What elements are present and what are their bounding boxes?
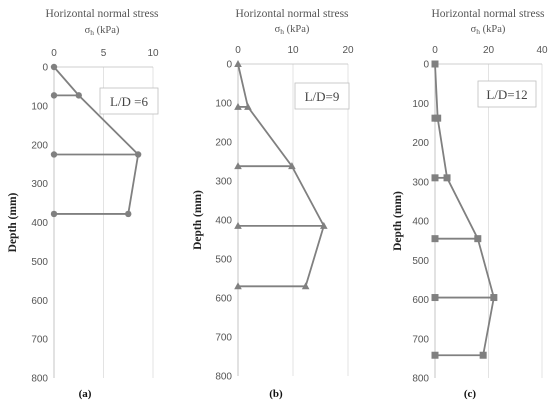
annotation-text: L/D=12	[486, 87, 527, 102]
data-point	[244, 102, 252, 110]
data-point	[125, 210, 132, 218]
panel-letter: (b)	[269, 388, 283, 400]
annotation-box	[477, 80, 537, 108]
unit-text: (kPa)	[94, 25, 120, 36]
y-tick-label: 700	[31, 335, 48, 346]
sigma-symbol: σ	[85, 25, 91, 36]
y-tick-label: 700	[215, 333, 232, 344]
y-tick-label: 100	[412, 99, 429, 110]
data-point	[234, 221, 242, 229]
y-tick-label: 200	[412, 138, 429, 149]
data-point	[234, 282, 242, 290]
y-tick-label: 300	[412, 177, 429, 188]
data-point	[234, 162, 242, 170]
sigma-subscript: h	[90, 28, 94, 37]
panel-letter: (c)	[464, 388, 477, 400]
unit-text: (kPa)	[284, 24, 310, 35]
y-tick-label: 500	[31, 257, 48, 268]
x-tick-label: 20	[483, 45, 495, 56]
y-tick-label: 300	[31, 179, 48, 190]
data-point	[474, 235, 482, 243]
y-tick-label: 400	[31, 218, 48, 229]
x-tick-label: 5	[101, 48, 107, 59]
sigma-symbol: σ	[471, 24, 477, 35]
y-tick-label: 300	[215, 177, 232, 188]
data-point	[50, 63, 58, 71]
panel-letter: (a)	[79, 388, 92, 400]
x-tick-label: 40	[536, 45, 548, 56]
data-point	[50, 151, 58, 158]
unit-text: (kPa)	[480, 24, 506, 35]
data-point	[431, 235, 439, 243]
data-point	[320, 221, 328, 229]
annotation-text: L/D =6	[110, 94, 149, 109]
x-tick-label: 0	[235, 45, 241, 56]
y-tick-label: 400	[412, 217, 429, 228]
data-point	[431, 60, 439, 68]
sigma-symbol: σ	[275, 24, 281, 35]
y-tick-label: 800	[31, 374, 48, 385]
annotation-text: L/D=9	[305, 89, 340, 104]
data-point	[50, 92, 58, 99]
y-tick-label: 500	[412, 256, 429, 267]
data-point	[490, 294, 498, 302]
series-line	[434, 63, 495, 356]
y-tick-label: 0	[42, 63, 48, 74]
x-axis-unit: σh (kPa)	[471, 24, 506, 36]
sigma-subscript: h	[280, 27, 284, 36]
x-tick-label: 10	[287, 45, 299, 56]
data-point	[479, 351, 487, 359]
y-tick-label: 0	[423, 60, 429, 71]
data-point	[50, 210, 58, 218]
data-point	[75, 92, 82, 99]
data-point	[431, 351, 439, 359]
y-tick-label: 100	[31, 101, 48, 112]
y-axis-label: Depth (mm)	[392, 191, 404, 251]
x-tick-label: 20	[342, 45, 354, 56]
x-axis-title: Horizontal normal stress	[235, 8, 349, 20]
y-tick-label: 800	[215, 372, 232, 383]
x-tick-label: 0	[432, 45, 438, 56]
annotation-box	[99, 87, 159, 115]
data-point	[234, 102, 242, 110]
data-point	[431, 174, 439, 182]
y-axis-label: Depth (mm)	[192, 190, 204, 250]
x-axis-unit: σh (kPa)	[85, 25, 120, 37]
y-tick-label: 500	[215, 255, 232, 266]
data-point	[301, 282, 310, 290]
y-tick-label: 600	[215, 294, 232, 305]
x-tick-label: 0	[51, 48, 57, 59]
y-tick-label: 600	[412, 295, 429, 306]
data-point	[443, 174, 451, 182]
sigma-subscript: h	[476, 27, 480, 36]
y-tick-label: 200	[215, 138, 232, 149]
y-tick-label: 600	[31, 296, 48, 307]
data-point	[431, 114, 439, 122]
data-point	[134, 151, 142, 158]
y-tick-label: 400	[215, 216, 232, 227]
y-tick-label: 700	[412, 334, 429, 345]
x-axis-title: Horizontal normal stress	[45, 8, 159, 20]
y-tick-label: 800	[412, 374, 429, 385]
y-axis-label: Depth (mm)	[7, 192, 19, 252]
x-axis-title: Horizontal normal stress	[431, 8, 545, 20]
data-point	[288, 162, 296, 170]
annotation-box	[294, 82, 350, 110]
x-axis-unit: σh (kPa)	[275, 24, 310, 36]
y-tick-label: 100	[215, 99, 232, 110]
data-point	[431, 294, 439, 302]
y-tick-label: 200	[31, 140, 48, 151]
data-point	[234, 60, 242, 67]
y-tick-label: 0	[226, 60, 232, 71]
x-tick-label: 10	[147, 48, 159, 59]
series-line	[53, 66, 140, 215]
